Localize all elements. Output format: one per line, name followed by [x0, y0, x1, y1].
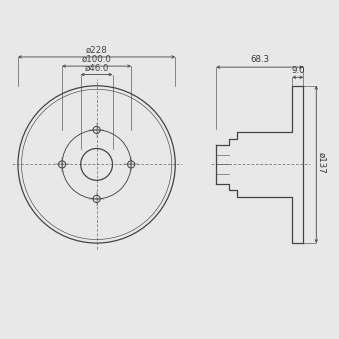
Text: ø228: ø228 [86, 45, 107, 54]
Text: ø46.0: ø46.0 [84, 63, 109, 73]
Text: 9.0: 9.0 [291, 66, 304, 75]
Text: ø137: ø137 [317, 152, 326, 174]
Text: 68.3: 68.3 [250, 55, 270, 64]
Text: ø100.0: ø100.0 [82, 55, 112, 64]
